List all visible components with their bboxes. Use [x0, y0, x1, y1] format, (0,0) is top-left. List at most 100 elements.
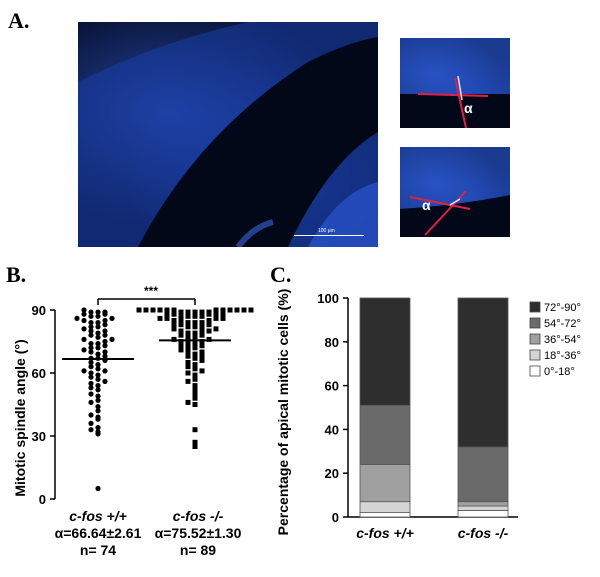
- bar-segment: [457, 505, 509, 511]
- scatter-point-ko: [192, 324, 198, 330]
- scatter-point-ko: [199, 324, 205, 330]
- scatter-point-ko: [206, 328, 212, 334]
- scatter-point-ko: [185, 378, 191, 384]
- bar-segments: [359, 297, 509, 518]
- scatter-point-ko: [178, 347, 184, 353]
- inset-micrograph-bottom: α: [400, 147, 510, 237]
- scatter-point-ko: [192, 313, 198, 319]
- scatter-point-wt: [95, 341, 101, 347]
- legend-swatch: [529, 365, 541, 377]
- scale-bar: [294, 235, 364, 236]
- bar-y-tick-label: 100: [317, 291, 339, 306]
- group-n-ko: n= 89: [180, 542, 216, 558]
- scatter-point-wt: [95, 313, 101, 319]
- scatter-point-wt: [88, 399, 94, 405]
- scatter-point-ko: [192, 391, 198, 397]
- legend-label: 0°-18°: [544, 366, 575, 378]
- significance-bracket: ***: [97, 284, 196, 305]
- scatter-point-wt: [95, 324, 101, 330]
- scatter-mean-lines: [62, 339, 231, 361]
- bar-y-tick-label: 80: [325, 335, 339, 350]
- bar-y-tick-label: 60: [325, 379, 339, 394]
- scatter-point-ko: [178, 343, 184, 349]
- scatter-point-ko: [206, 322, 212, 328]
- scatter-point-ko: [199, 368, 205, 374]
- scatter-point-wt: [95, 429, 101, 435]
- legend-label: 54°-72°: [544, 318, 581, 330]
- scatter-point-ko: [213, 307, 219, 313]
- group-stat-ko: α=75.52±1.30: [155, 525, 242, 541]
- scatter-point-wt: [88, 412, 94, 418]
- inset-bottom-spindle-line: [424, 190, 467, 236]
- legend-swatch: [529, 349, 541, 361]
- scatter-point-wt: [88, 385, 94, 391]
- scatter-y-ticks: 0 30 60 90: [32, 303, 55, 507]
- scatter-point-ko: [178, 313, 184, 319]
- spindle-angle-scatter-chart: Mitotic spindle angle (°) 0 30 60 90 *** c-…: [12, 284, 254, 558]
- group-label-wt: c-fos +/+: [69, 508, 127, 524]
- bar-segment: [359, 512, 411, 518]
- scatter-point-ko: [206, 318, 212, 323]
- scatter-point-ko: [199, 339, 205, 344]
- scatter-point-ko: [171, 326, 177, 332]
- scatter-point-ko: [185, 324, 191, 330]
- scatter-point-ko: [185, 353, 191, 359]
- panel-a-label: A.: [8, 8, 30, 33]
- scatter-point-ko: [185, 364, 191, 370]
- scatter-point-ko: [178, 328, 184, 334]
- scatter-point-wt: [102, 328, 108, 334]
- scatter-point-ko: [192, 362, 198, 368]
- scatter-point-wt: [95, 334, 101, 340]
- main-micrograph: 100 μm: [78, 22, 378, 247]
- apical-mitosis-stacked-bar-chart: Percentage of apical mitotic cells (%) 0…: [275, 289, 581, 541]
- scatter-point-wt: [102, 368, 108, 374]
- scatter-point-ko: [171, 311, 177, 317]
- scatter-point-ko: [199, 332, 205, 338]
- scatter-point-wt: [88, 364, 94, 370]
- scatter-point-wt: [95, 345, 101, 351]
- bar-y-tick-label: 0: [332, 510, 339, 525]
- scatter-point-wt: [81, 336, 87, 342]
- scatter-point-wt: [88, 324, 94, 330]
- bar-legend: 72°-90° 54°-72° 36°-54° 18°-36° 0°-18°: [529, 301, 581, 378]
- scatter-point-wt: [109, 336, 115, 342]
- inset-bottom-reference-line: [409, 196, 471, 210]
- scatter-point-ko: [220, 311, 226, 317]
- scatter-y-tick-label: 90: [32, 303, 46, 318]
- scatter-point-wt: [95, 320, 101, 326]
- scatter-point-wt: [95, 351, 101, 357]
- scatter-point-ko: [136, 307, 142, 313]
- scale-bar-label: 100 μm: [318, 228, 335, 234]
- scatter-point-ko: [192, 376, 198, 382]
- scatter-point-ko: [185, 370, 191, 376]
- scatter-y-axis-label: Mitotic spindle angle (°): [12, 339, 28, 496]
- bar-segment: [457, 501, 509, 507]
- scatter-point-ko: [206, 336, 212, 342]
- scatter-point-wt: [88, 320, 94, 326]
- bar-segment: [359, 297, 411, 406]
- bar-y-tick-label: 20: [325, 466, 339, 481]
- scatter-point-wt: [95, 485, 101, 492]
- scatter-point-wt: [88, 370, 94, 376]
- inset-top-structure: [400, 38, 510, 128]
- scatter-point-ko: [185, 399, 191, 405]
- scatter-point-ko: [192, 439, 198, 445]
- scatter-point-ko: [199, 353, 205, 359]
- scatter-point-ko: [178, 339, 184, 344]
- scatter-point-ko: [185, 345, 191, 351]
- scatter-point-wt: [102, 338, 108, 345]
- scatter-point-ko: [143, 307, 149, 313]
- scatter-point-wt: [95, 362, 101, 368]
- scatter-point-ko: [199, 328, 205, 334]
- scatter-point-wt: [95, 425, 101, 431]
- scatter-point-ko: [157, 315, 163, 321]
- scatter-point-ko: [185, 349, 191, 355]
- scatter-point-ko: [171, 336, 177, 342]
- scatter-point-ko: [199, 343, 205, 349]
- legend-label: 72°-90°: [544, 302, 581, 314]
- inset-micrograph-top: α: [400, 38, 510, 128]
- scatter-point-ko: [178, 332, 184, 338]
- scatter-point-wt: [88, 328, 94, 334]
- scatter-point-wt: [95, 408, 101, 414]
- scatter-point-wt: [95, 372, 101, 378]
